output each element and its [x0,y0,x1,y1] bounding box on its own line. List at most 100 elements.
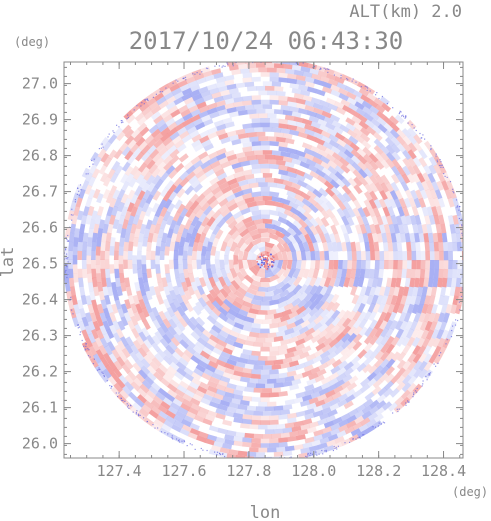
radar-cell [383,198,392,209]
radar-cell [341,241,348,252]
radar-cell [393,223,400,234]
radar-cell [209,220,219,231]
radar-cell [208,425,219,433]
radar-cell [295,362,306,371]
radar-cell [423,361,433,372]
rim-noise [386,102,388,105]
radar-cell [338,419,349,428]
radar-cell [199,381,210,390]
radar-cell [255,360,266,366]
y-axis: 26.026.126.226.326.426.526.626.726.826.9… [22,66,463,455]
radar-cell [331,316,341,327]
radar-cell [186,385,197,394]
radar-cell [358,326,368,337]
rim-noise [421,385,423,387]
radar-cell [333,385,344,394]
radar-cell [220,207,231,218]
radar-cell [296,250,302,261]
radar-cell [190,114,201,123]
radar-cell [402,344,411,355]
rim-noise [216,451,219,453]
radar-cell [156,349,167,359]
radar-cell [251,118,261,124]
radar-cell [79,286,86,297]
radar-cell [168,340,178,351]
radar-cell [178,357,189,367]
radar-cell [137,122,147,133]
radar-cell [205,250,211,260]
radar-cell [284,114,295,121]
radar-cell [300,260,307,270]
radar-cell [287,268,296,279]
radar-cell [374,152,384,163]
radar-cell [224,434,235,441]
center-noise [258,256,260,259]
radar-cell [146,97,157,107]
radar-cell [419,268,426,279]
radar-cell [129,351,139,362]
radar-cell [153,371,164,382]
radar-cell [240,68,250,74]
rim-noise [464,257,465,258]
radar-cell [274,109,284,115]
radar-cell [280,314,291,323]
rim-noise [67,257,69,259]
rim-noise [224,455,226,458]
radar-cell [454,223,461,234]
radar-cell [171,424,182,433]
radar-cell [93,308,101,319]
radar-cell [216,217,227,228]
radar-cell [128,177,137,188]
radar-cell [260,145,270,151]
radar-cell [158,100,169,110]
radar-cell [105,277,112,288]
y-axis-title: lat [0,247,18,278]
radar-cell [87,303,95,314]
radar-cell [346,420,357,429]
radar-cell [367,232,374,243]
radar-cell [336,324,346,335]
radar-cell [415,189,423,200]
radar-cell [233,263,241,274]
radar-cell [296,79,307,86]
radar-cell [165,272,172,283]
radar-cell [109,197,117,208]
rim-noise [83,345,85,347]
radar-cell [439,260,444,270]
rim-noise [199,73,201,75]
radar-cell [328,377,339,386]
radar-cell [164,140,175,151]
radar-cell [255,154,266,160]
radar-cell [242,418,252,425]
radar-cell [131,328,140,339]
radar-cell [244,150,255,157]
radar-cell [226,272,235,283]
radar-cell [162,136,173,147]
rim-noise [106,380,108,382]
radar-cell [433,155,443,167]
radar-cell [85,349,95,361]
rim-noise [65,269,67,272]
radar-cell [440,223,447,234]
radar-cell [233,316,244,325]
radar-cell [106,206,114,217]
radar-cell [159,338,170,349]
radar-cell [326,241,334,252]
radar-cell [233,233,243,244]
radar-cell [269,248,278,256]
center-noise [266,263,269,265]
radar-cell [328,260,334,270]
radar-cell [413,368,423,379]
radar-cell [279,289,290,298]
radar-cell [183,349,194,359]
radar-cell [140,343,150,354]
radar-cell [227,202,238,212]
radar-cell [288,176,300,185]
radar-cell [375,175,385,186]
radar-cell [431,304,438,315]
radar-cell [79,223,86,234]
radar-cell [119,352,128,363]
radar-cell [255,223,266,229]
radar-cell [329,277,337,288]
rim-noise [367,87,369,89]
